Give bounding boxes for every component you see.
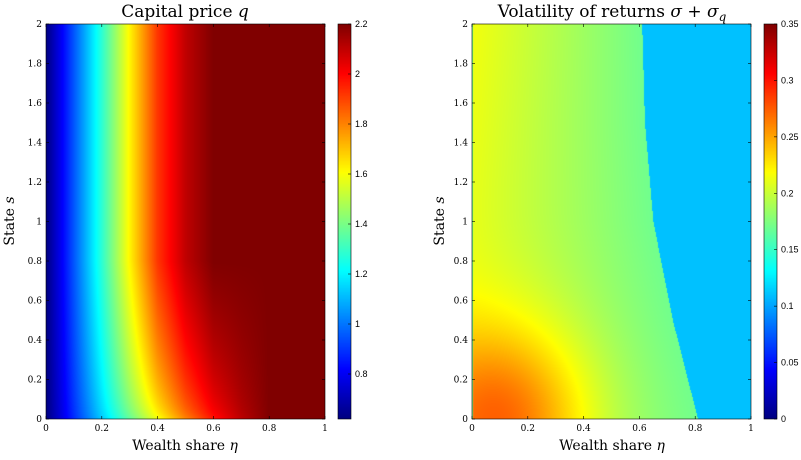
- y-tick-label: 0.2: [454, 376, 468, 386]
- x-tick-label: 0.2: [521, 424, 535, 434]
- colorbar-tick-label: 0.35: [781, 19, 799, 29]
- y-tick-label: 0.8: [454, 257, 469, 267]
- x-tick-label: 0.8: [262, 424, 277, 434]
- x-tick-label: 0.4: [150, 424, 165, 434]
- chart-volatility: Volatility of returns σ + σq 0 0.2 0.4 0.6 0…: [432, 2, 799, 454]
- colorbar-tick-label: 0.3: [781, 75, 794, 85]
- y-tick-label: 1.6: [454, 99, 469, 109]
- colorbar-tick-label: 1.4: [355, 219, 368, 229]
- chart-title-capital-price: Capital price q: [121, 2, 249, 22]
- y-tick-label: 1.4: [454, 139, 469, 149]
- colorbar-tick-label: 0.15: [781, 245, 799, 255]
- colorbar-ticks-capital-price: 0.8 1 1.2 1.4 1.6 1.8 2 2.2: [348, 19, 368, 379]
- x-tick-label: 0.2: [95, 424, 109, 434]
- colorbar-tick-label: 0.2: [781, 188, 794, 198]
- x-tick-label: 0.4: [576, 424, 591, 434]
- colorbar-tick-label: 0.1: [781, 301, 794, 311]
- x-axis-label: Wealth share η: [132, 438, 238, 454]
- y-tick-label: 1.4: [28, 139, 43, 149]
- colorbar-volatility: [764, 24, 777, 419]
- x-tick-label: 0: [469, 424, 475, 434]
- y-tick-label: 1.2: [28, 178, 42, 188]
- heatmap-volatility: [472, 24, 751, 419]
- y-tick-label: 0.4: [454, 336, 469, 346]
- y-tick-label: 2: [462, 20, 468, 30]
- y-tick-label: 1.8: [28, 60, 43, 70]
- colorbar-tick-label: 0: [781, 414, 786, 424]
- x-tick-label: 1: [748, 424, 754, 434]
- colorbar-tick-label: 1.2: [355, 269, 368, 279]
- y-tick-label: 0.4: [28, 336, 43, 346]
- colorbar-frame: [337, 23, 352, 420]
- x-axis-label: Wealth share η: [559, 438, 665, 454]
- y-tick-label: 0: [462, 415, 468, 425]
- colorbar-frame: [763, 23, 778, 420]
- colorbar-tick-label: 0.05: [781, 358, 799, 368]
- x-tick-label: 0.6: [632, 424, 647, 434]
- x-tick-label: 0.8: [688, 424, 703, 434]
- colorbar-tick-label: 0.25: [781, 132, 799, 142]
- y-tick-label: 1.8: [454, 60, 469, 70]
- x-tick-label: 1: [322, 424, 328, 434]
- x-tick-label: 0.6: [206, 424, 221, 434]
- heatmap-capital-price: [46, 24, 325, 419]
- y-tick-label: 0.6: [454, 297, 469, 307]
- y-axis-label: State s: [2, 196, 18, 245]
- colorbar-tick-label: 1.8: [355, 119, 368, 129]
- colorbar-tick-label: 1.6: [355, 169, 368, 179]
- y-tick-label: 1.2: [454, 178, 468, 188]
- y-tick-label: 0.8: [28, 257, 43, 267]
- y-tick-label: 0.2: [28, 376, 42, 386]
- axes-ticks-volatility: 0 0.2 0.4 0.6 0.8 1 0 0.2 0.4 0.6 0.8 1 1.2 1.4 1.6 1.8…: [454, 20, 754, 434]
- y-tick-label: 0.6: [28, 297, 43, 307]
- y-tick-label: 1: [462, 218, 468, 228]
- y-axis-label: State s: [432, 196, 448, 245]
- colorbar-tick-label: 2.2: [355, 19, 368, 29]
- axes-ticks-capital-price: 0 0.2 0.4 0.6 0.8 1 0 0.2 0.4 0.6 0.8 1 1.2 1.4 1.6 1.8…: [28, 20, 328, 434]
- x-tick-label: 0: [43, 424, 49, 434]
- y-tick-label: 0: [36, 415, 42, 425]
- colorbar-tick-label: 0.8: [355, 369, 368, 379]
- colorbar-tick-label: 2: [355, 69, 360, 79]
- chart-capital-price: Capital price q 0 0.2 0.4 0.6 0.8 1 0 0.2 0.4 0.6…: [2, 2, 368, 454]
- chart-title-volatility: Volatility of returns σ + σq: [497, 2, 727, 24]
- colorbar-tick-label: 1: [355, 319, 360, 329]
- colorbar-ticks-volatility: 0 0.05 0.1 0.15 0.2 0.25 0.3 0.35: [774, 19, 799, 424]
- y-tick-label: 1.6: [28, 99, 43, 109]
- y-tick-label: 1: [36, 218, 42, 228]
- y-tick-label: 2: [36, 20, 42, 30]
- colorbar-capital-price: [338, 24, 351, 419]
